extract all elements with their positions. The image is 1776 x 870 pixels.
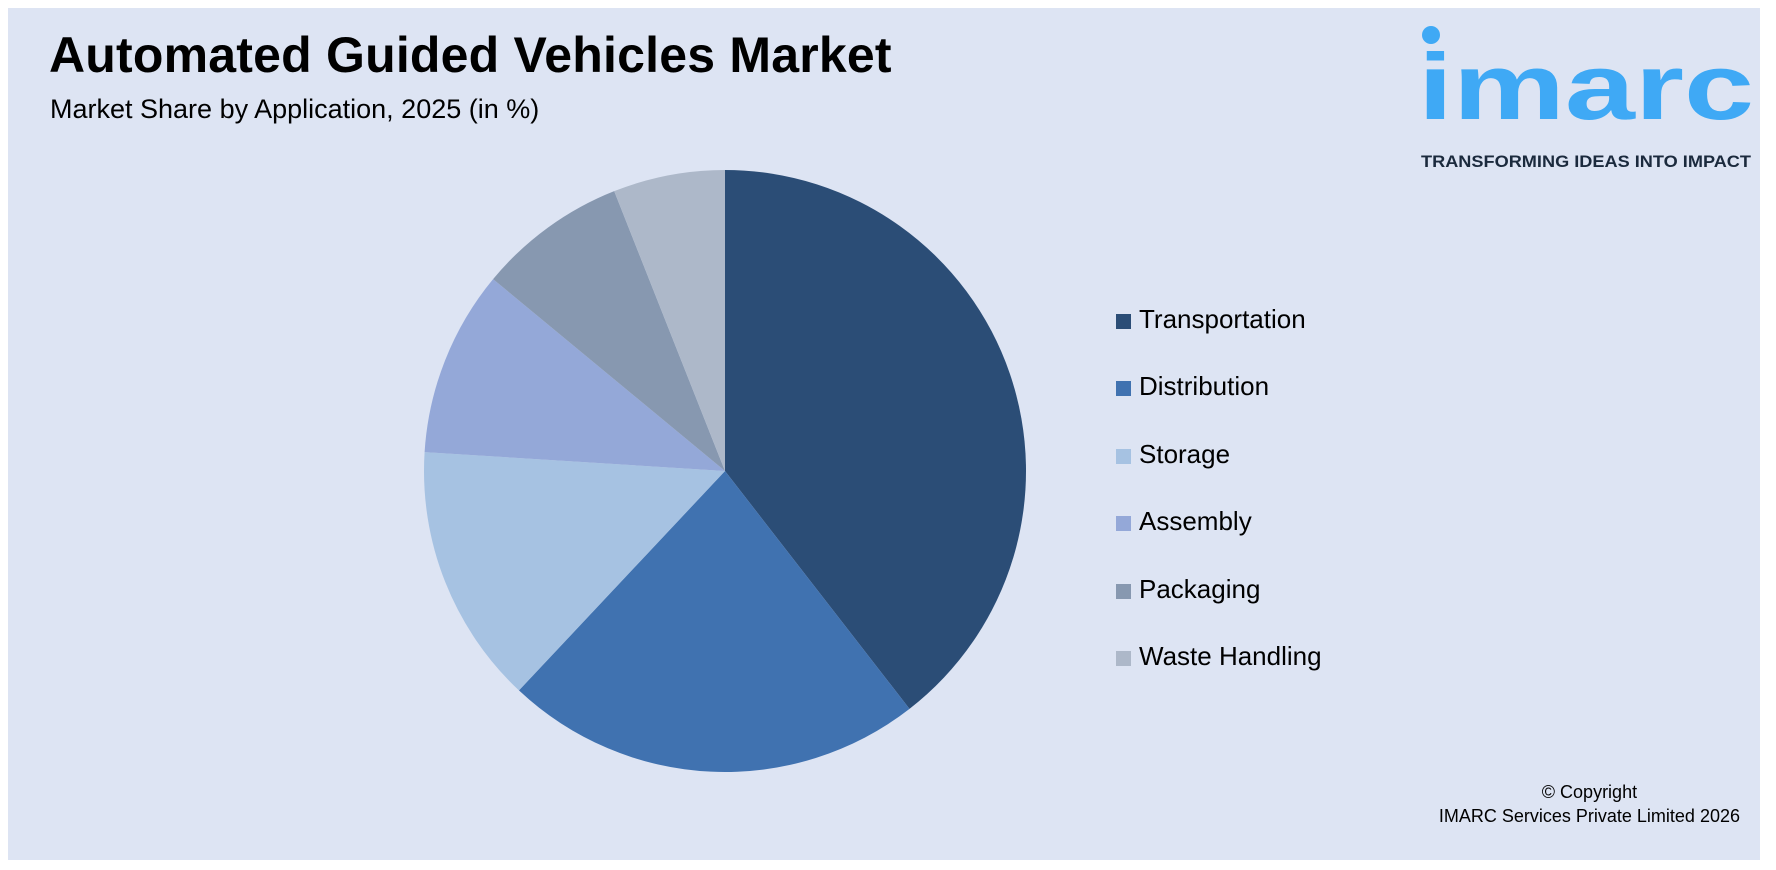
legend-item-packaging: Packaging <box>1116 566 1322 633</box>
logo-tagline: TRANSFORMING IDEAS INTO IMPACT <box>1421 152 1752 171</box>
logo-dot <box>1422 26 1440 44</box>
pie-slice-packaging <box>493 191 725 471</box>
legend-swatch <box>1116 314 1131 329</box>
logo-wordmark: imarc <box>1418 34 1754 139</box>
legend-swatch <box>1116 448 1131 464</box>
chart-legend: Transportation Distribution Storage Assembl… <box>1116 296 1322 700</box>
legend-item-transportation: Transportation <box>1116 296 1322 363</box>
chart-subtitle: Market Share by Application, 2025 (in %) <box>50 94 540 124</box>
legend-swatch <box>1116 583 1131 599</box>
pie-slice-distribution <box>518 471 910 773</box>
copyright-notice: © Copyright IMARC Services Private Limit… <box>1439 780 1740 828</box>
pie-slice-assembly <box>424 279 725 471</box>
legend-label: Storage <box>1139 438 1231 469</box>
legend-item-assembly: Assembly <box>1116 498 1322 565</box>
chart-title: Automated Guided Vehicles Market <box>49 27 892 83</box>
pie-slices <box>423 170 1027 773</box>
imarc-logo: imarc TRANSFORMING IDEAS INTO IMPACT <box>1418 26 1754 171</box>
legend-swatch <box>1116 381 1131 397</box>
pie-slice-waste-handling <box>614 170 725 471</box>
legend-item-distribution: Distribution <box>1116 363 1322 430</box>
legend-label: Assembly <box>1139 506 1252 537</box>
legend-label: Waste Handling <box>1139 640 1322 671</box>
copyright-line-2: IMARC Services Private Limited 2026 <box>1438 806 1740 826</box>
legend-label: Distribution <box>1139 371 1270 402</box>
pie-slice-storage <box>423 452 725 691</box>
legend-swatch <box>1116 650 1131 666</box>
pie-slice-transportation <box>725 170 1027 709</box>
legend-label: Transportation <box>1139 304 1306 334</box>
legend-label: Packaging <box>1139 573 1261 604</box>
legend-item-storage: Storage <box>1116 431 1322 498</box>
legend-item-waste-handling: Waste Handling <box>1116 633 1322 700</box>
copyright-line-1: © Copyright <box>1541 782 1638 802</box>
legend-swatch <box>1116 516 1131 532</box>
